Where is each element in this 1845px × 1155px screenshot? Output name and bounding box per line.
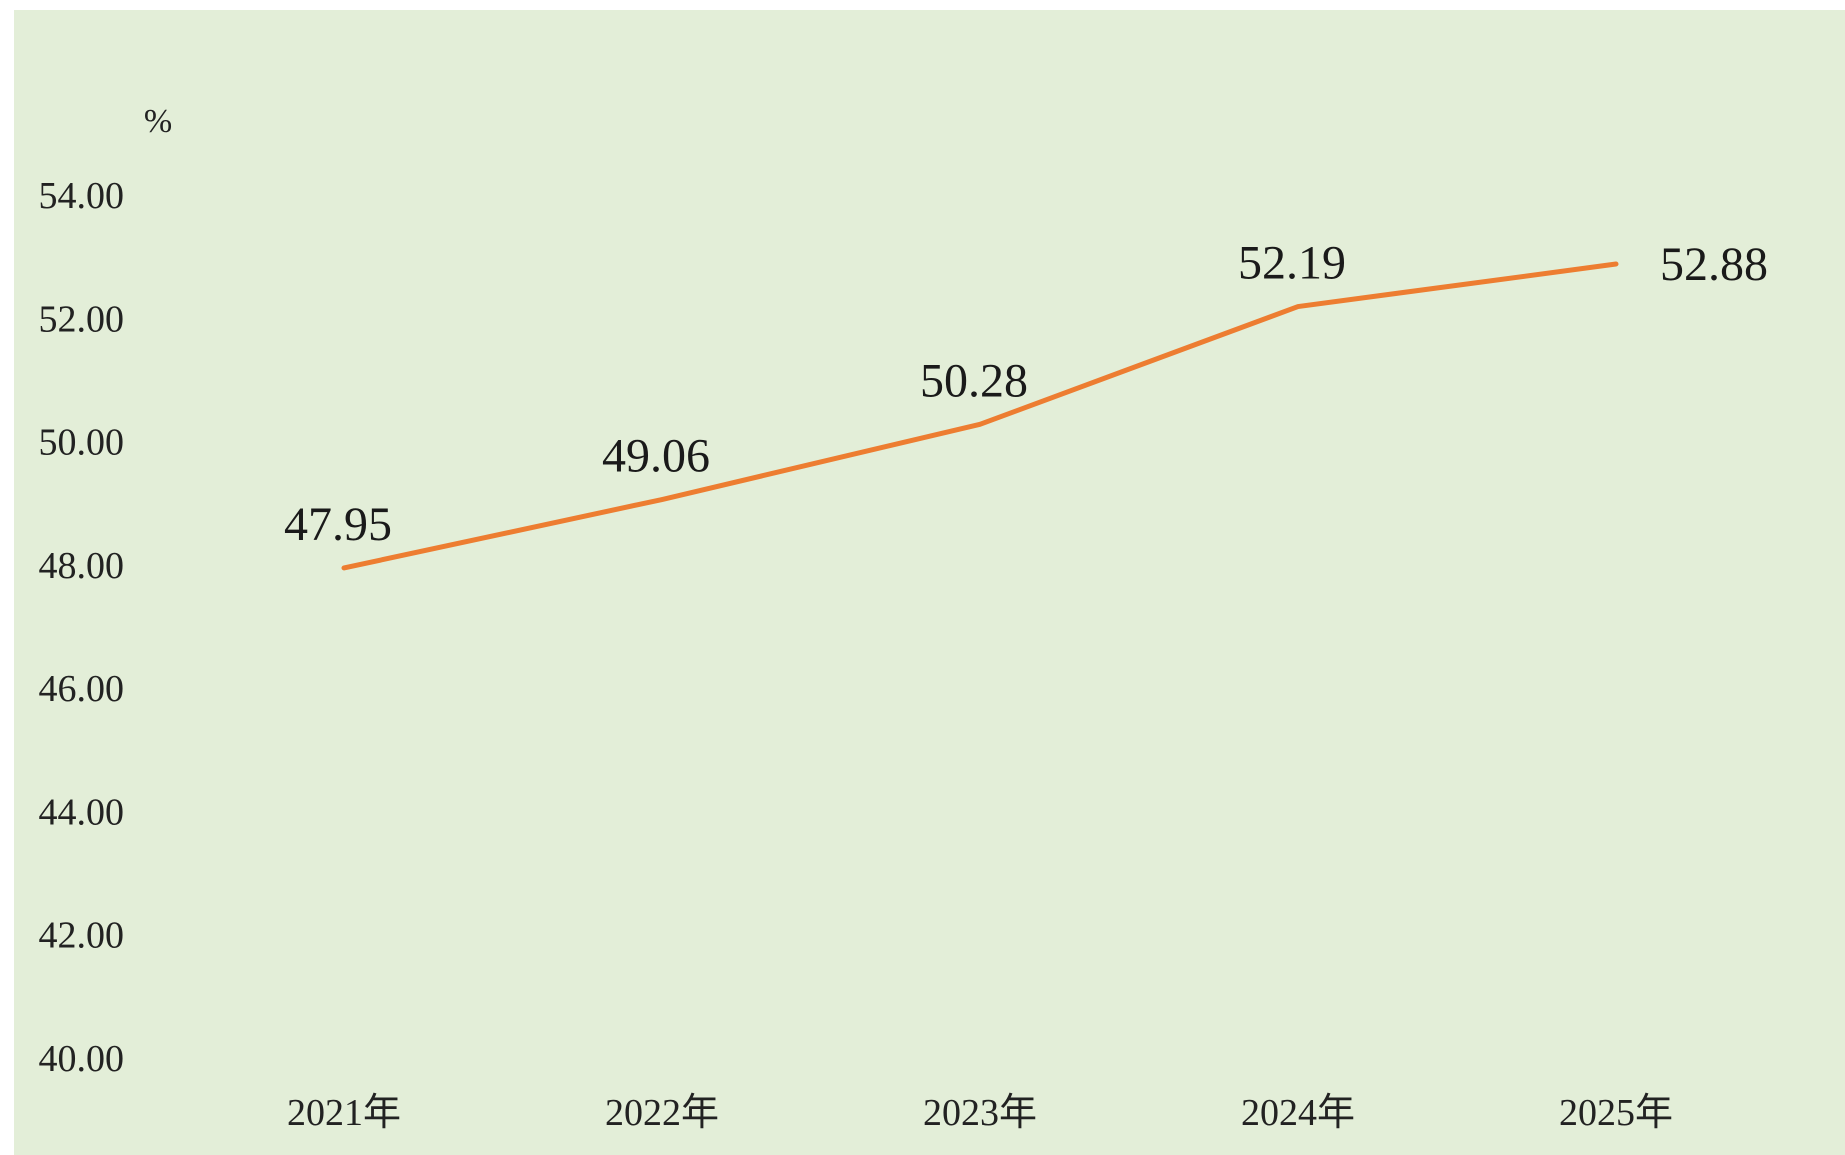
data-label: 52.88: [1660, 238, 1768, 291]
chart-background: [14, 10, 1845, 1155]
x-tick-label: 2023年: [923, 1092, 1037, 1134]
x-tick-label: 2024年: [1241, 1092, 1355, 1134]
series-group: [341, 261, 1619, 571]
y-tick-label: 50.00: [39, 422, 125, 464]
y-tick-label: 48.00: [39, 545, 125, 587]
data-label: 47.95: [284, 498, 392, 551]
x-tick-label: 2022年: [605, 1092, 719, 1134]
data-label: 52.19: [1238, 237, 1346, 290]
y-axis-unit-label: %: [144, 103, 172, 140]
y-tick-label: 46.00: [39, 668, 125, 710]
x-tick-label: 2021年: [287, 1092, 401, 1134]
x-axis-ticks: 2021年 2022年 2023年 2024年 2025年: [287, 1092, 1673, 1134]
data-label: 50.28: [920, 354, 1028, 407]
y-tick-label: 44.00: [39, 791, 125, 833]
y-tick-label: 54.00: [39, 175, 125, 217]
series-line: [341, 261, 1619, 571]
y-axis-ticks: 40.00 42.00 44.00 46.00 48.00 50.00 52.00 54.00: [39, 175, 125, 1080]
x-tick-label: 2025年: [1559, 1092, 1673, 1134]
data-labels: 47.95 49.06 50.28 52.19 52.88: [284, 237, 1768, 551]
y-tick-label: 42.00: [39, 915, 125, 957]
data-label: 49.06: [602, 430, 710, 483]
y-tick-label: 40.00: [39, 1038, 125, 1080]
y-tick-label: 52.00: [39, 298, 125, 340]
